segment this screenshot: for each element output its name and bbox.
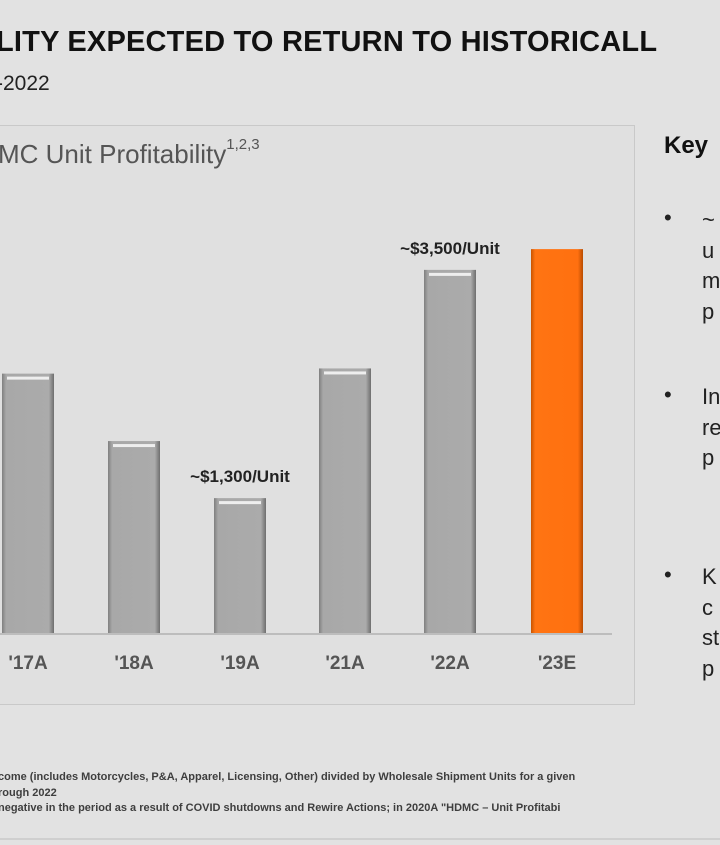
bullet-line: K bbox=[702, 564, 717, 589]
bullet-dot: • bbox=[664, 382, 672, 407]
bar bbox=[319, 368, 371, 633]
x-tick-label: '17A bbox=[8, 653, 48, 674]
slide-title: LITY EXPECTED TO RETURN TO HISTORICALL bbox=[0, 26, 658, 58]
chart-title-text: MC Unit Profitability bbox=[0, 139, 227, 169]
bullet-dot: • bbox=[664, 205, 672, 230]
bullet-line: m bbox=[702, 268, 720, 293]
bullet-line: u bbox=[702, 237, 715, 263]
chart-title-footnote-refs: 1,2,3 bbox=[226, 136, 260, 153]
bar-highlight bbox=[113, 444, 155, 448]
bar-19A bbox=[214, 498, 266, 633]
bullet-line: ~ bbox=[702, 207, 715, 232]
footnote-3: negative in the period as a result of CO… bbox=[0, 802, 561, 814]
chart-title: MC Unit Profitability1,2,3 bbox=[0, 136, 260, 170]
bar bbox=[2, 373, 54, 633]
bar-23E bbox=[531, 249, 583, 633]
bar-highlight bbox=[324, 371, 366, 375]
data-label: ~$1,300/Unit bbox=[190, 467, 290, 486]
bullet-dot: • bbox=[664, 562, 672, 587]
bar-17A bbox=[2, 373, 54, 633]
data-label: ~$3,500/Unit bbox=[400, 239, 500, 258]
bullet-line: p bbox=[702, 298, 715, 324]
bullet-text: In re p bbox=[702, 382, 720, 474]
bar-highlight bbox=[219, 501, 261, 505]
footnotes: come (includes Motorcycles, P&A, Apparel… bbox=[0, 770, 575, 817]
bar-22A bbox=[424, 269, 476, 633]
footnote-2: rough 2022 bbox=[0, 786, 57, 799]
chart-panel bbox=[0, 125, 635, 705]
bar-chart: '17A '18A '19A '21A '22A '23E ~$1,300/Unit ~$3,… bbox=[0, 239, 612, 674]
bar-18A bbox=[108, 441, 160, 633]
bullet-line: p bbox=[702, 445, 715, 470]
bullet-text: ~ u m p bbox=[702, 205, 720, 327]
bar-21A bbox=[319, 368, 371, 633]
bar-highlight bbox=[429, 272, 471, 276]
bullet-line: In bbox=[702, 384, 720, 409]
bullet-line: st bbox=[702, 625, 720, 650]
bar-highlight bbox=[7, 376, 49, 380]
x-tick-label: '21A bbox=[325, 653, 365, 674]
bullet-line: p bbox=[702, 655, 715, 681]
x-tick-label: '23E bbox=[538, 653, 576, 674]
bullet-line: c bbox=[702, 594, 713, 620]
x-tick-label: '18A bbox=[114, 653, 154, 674]
bar bbox=[531, 249, 583, 633]
bar bbox=[108, 441, 160, 633]
bar bbox=[214, 498, 266, 633]
key-panel-title: Key bbox=[664, 132, 709, 159]
bottom-divider bbox=[0, 838, 720, 840]
x-tick-label: '22A bbox=[430, 653, 470, 674]
bar bbox=[424, 269, 476, 633]
footnote-1: come (includes Motorcycles, P&A, Apparel… bbox=[0, 771, 576, 783]
slide-subtitle: -2022 bbox=[0, 72, 50, 95]
bullet-line: re bbox=[702, 414, 720, 440]
x-tick-label: '19A bbox=[220, 653, 260, 674]
